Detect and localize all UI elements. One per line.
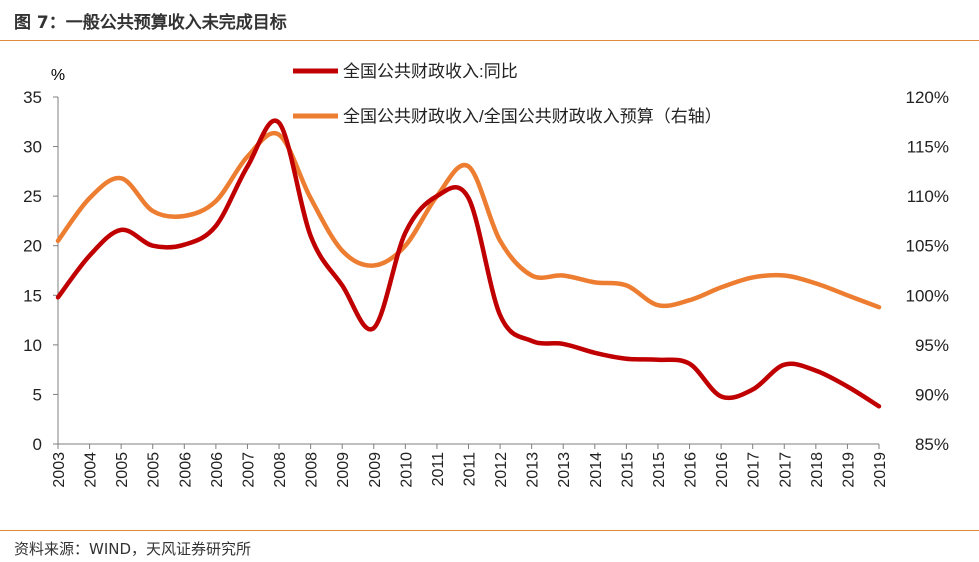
x-tick-label: 2005 — [146, 452, 163, 488]
x-tick-label: 2011 — [462, 452, 479, 487]
x-tick-label: 2012 — [493, 452, 510, 488]
x-tick-label: 2017 — [777, 452, 794, 488]
y-left-tick-label: 30 — [23, 138, 42, 157]
x-tick-label: 2007 — [240, 452, 257, 488]
series-line-yoy — [55, 118, 882, 409]
x-tick-label: 2015 — [651, 452, 668, 488]
x-tick-label: 2016 — [714, 452, 731, 488]
legend-label-yoy: 全国公共财政收入:同比 — [343, 62, 518, 81]
y-right-tick-label: 95% — [915, 336, 949, 355]
y-left-tick-label: 10 — [23, 336, 42, 355]
x-tick-label: 2004 — [83, 452, 100, 488]
y-left-tick-label: 35 — [23, 88, 42, 107]
x-tick-label: 2019 — [840, 452, 857, 488]
y-right-tick-label: 120% — [906, 88, 949, 107]
x-tick-label: 2015 — [619, 452, 636, 488]
y-right-tick-label: 85% — [915, 435, 949, 454]
x-tick-label: 2003 — [51, 452, 68, 488]
x-tick-label: 2010 — [398, 452, 415, 488]
y-right-tick-label: 100% — [906, 286, 949, 305]
line-chart: % 全国公共财政收入:同比 全国公共财政收入/全国公共财政收入预算（右轴） 0 5… — [23, 62, 949, 488]
x-tick-label: 2006 — [209, 452, 226, 488]
y-left-tick-label: 0 — [33, 435, 42, 454]
y-right-tick-label: 90% — [915, 385, 949, 404]
x-tick-label: 2013 — [556, 452, 573, 488]
legend-label-ratio: 全国公共财政收入/全国公共财政收入预算（右轴） — [343, 107, 722, 126]
y-left-tick-label: 25 — [23, 187, 42, 206]
x-tick-label: 2006 — [177, 452, 194, 488]
x-tick-label: 2005 — [114, 452, 131, 488]
x-tick-label: 2009 — [335, 452, 352, 488]
source-note: 资料来源：WIND，天风证券研究所 — [14, 540, 252, 558]
x-tick-label: 2009 — [367, 452, 384, 488]
x-tick-label: 2019 — [872, 452, 889, 488]
x-tick-label: 2013 — [525, 452, 542, 488]
y-left-tick-label: 15 — [23, 286, 42, 305]
legend: 全国公共财政收入:同比 全国公共财政收入/全国公共财政收入预算（右轴） — [293, 62, 722, 126]
y-right-tick-label: 115% — [907, 138, 949, 157]
x-tick-label: 2018 — [809, 452, 826, 488]
header-rule — [0, 40, 979, 41]
x-tick-label: 2008 — [304, 452, 321, 488]
figure-title: 图 7：一般公共预算收入未完成目标 — [14, 13, 287, 33]
left-axis-unit: % — [51, 67, 65, 84]
y-left-tick-label: 20 — [23, 237, 42, 256]
x-tick-label: 2011 — [430, 452, 447, 487]
footer-rule — [0, 530, 979, 531]
x-tick-label: 2017 — [746, 452, 763, 488]
x-tick-label: 2016 — [683, 452, 700, 488]
y-right-tick-label: 105% — [906, 237, 949, 256]
x-tick-label: 2008 — [272, 452, 289, 488]
y-left-tick-label: 5 — [33, 385, 42, 404]
x-tick-label: 2014 — [588, 452, 605, 488]
series-line-ratio — [55, 130, 882, 310]
y-right-tick-label: 110% — [907, 187, 949, 206]
